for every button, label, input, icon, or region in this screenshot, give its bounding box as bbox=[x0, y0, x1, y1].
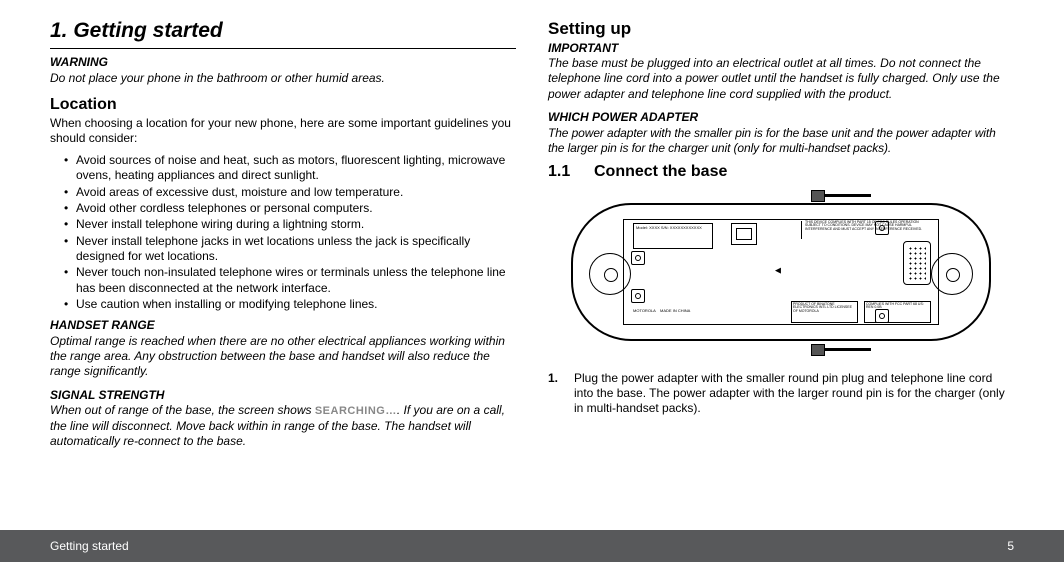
page-footer: Getting started 5 bbox=[0, 530, 1064, 562]
bullet-item: Never touch non-insulated telephone wire… bbox=[64, 265, 516, 296]
signal-heading: SIGNAL STRENGTH bbox=[50, 388, 516, 403]
section-number: 1.1 bbox=[548, 162, 594, 182]
important-heading: IMPORTANT bbox=[548, 41, 1014, 56]
warning-body: Do not place your phone in the bathroom … bbox=[50, 71, 516, 86]
step-number: 1. bbox=[548, 371, 564, 417]
important-body: The base must be plugged into an electri… bbox=[548, 56, 1014, 102]
right-column: Setting up IMPORTANT The base must be pl… bbox=[548, 18, 1014, 449]
steps-list: 1. Plug the power adapter with the small… bbox=[548, 371, 1014, 417]
bullet-item: Avoid other cordless telephones or perso… bbox=[64, 201, 516, 216]
screw-icon bbox=[631, 251, 645, 265]
line-jack-icon bbox=[731, 223, 757, 245]
base-diagram: Model: XXXX S/N: XXXXXXXXXXXX THIS DEVIC… bbox=[548, 189, 1014, 359]
footer-page-number: 5 bbox=[1007, 539, 1014, 553]
bullet-item: Avoid areas of excessive dust, moisture … bbox=[64, 185, 516, 200]
brand-text: MOTOROLA MADE IN CHINA bbox=[633, 309, 753, 323]
bullet-item: Use caution when installing or modifying… bbox=[64, 297, 516, 312]
base-unit-outline: Model: XXXX S/N: XXXXXXXXXXXX THIS DEVIC… bbox=[571, 203, 991, 341]
screw-icon bbox=[875, 221, 889, 235]
setup-heading: Setting up bbox=[548, 18, 1014, 40]
bottom-plug-icon bbox=[811, 343, 871, 357]
warning-heading: WARNING bbox=[50, 55, 516, 70]
compliance-boxes: PRODUCT OF BINATONE ELECTRONICS INTL LTD… bbox=[791, 301, 931, 323]
bullet-item: Never install telephone jacks in wet loc… bbox=[64, 234, 516, 265]
bullet-item: Never install telephone wiring during a … bbox=[64, 217, 516, 232]
step-item: 1. Plug the power adapter with the small… bbox=[548, 371, 1014, 417]
arrow-icon: ◄ bbox=[773, 265, 783, 278]
which-adapter-body: The power adapter with the smaller pin i… bbox=[548, 126, 1014, 157]
screw-icon bbox=[631, 289, 645, 303]
location-heading: Location bbox=[50, 95, 516, 115]
top-plug-icon bbox=[811, 189, 871, 203]
step-text: Plug the power adapter with the smaller … bbox=[574, 371, 1014, 417]
location-body: When choosing a location for your new ph… bbox=[50, 116, 516, 147]
speaker-grille-icon bbox=[903, 241, 931, 285]
model-label: Model: XXXX S/N: XXXXXXXXXXXX bbox=[633, 223, 713, 249]
signal-pre: When out of range of the base, the scree… bbox=[50, 403, 315, 417]
bullet-item: Avoid sources of noise and heat, such as… bbox=[64, 153, 516, 184]
compliance-text: THIS DEVICE COMPLIES WITH PART 15 OF FCC… bbox=[801, 221, 931, 239]
location-bullets: Avoid sources of noise and heat, such as… bbox=[50, 153, 516, 313]
signal-body: When out of range of the base, the scree… bbox=[50, 403, 516, 449]
chapter-title: 1. Getting started bbox=[50, 18, 516, 49]
searching-keyword: SEARCHING… bbox=[315, 405, 397, 417]
range-body: Optimal range is reached when there are … bbox=[50, 334, 516, 380]
section-title: Connect the base bbox=[594, 163, 727, 180]
connect-base-heading: 1.1Connect the base bbox=[548, 162, 1014, 182]
which-adapter-heading: WHICH POWER ADAPTER bbox=[548, 110, 1014, 125]
left-column: 1. Getting started WARNING Do not place … bbox=[50, 18, 516, 449]
footer-title: Getting started bbox=[50, 539, 129, 553]
range-heading: HANDSET RANGE bbox=[50, 318, 516, 333]
screw-icon bbox=[875, 309, 889, 323]
